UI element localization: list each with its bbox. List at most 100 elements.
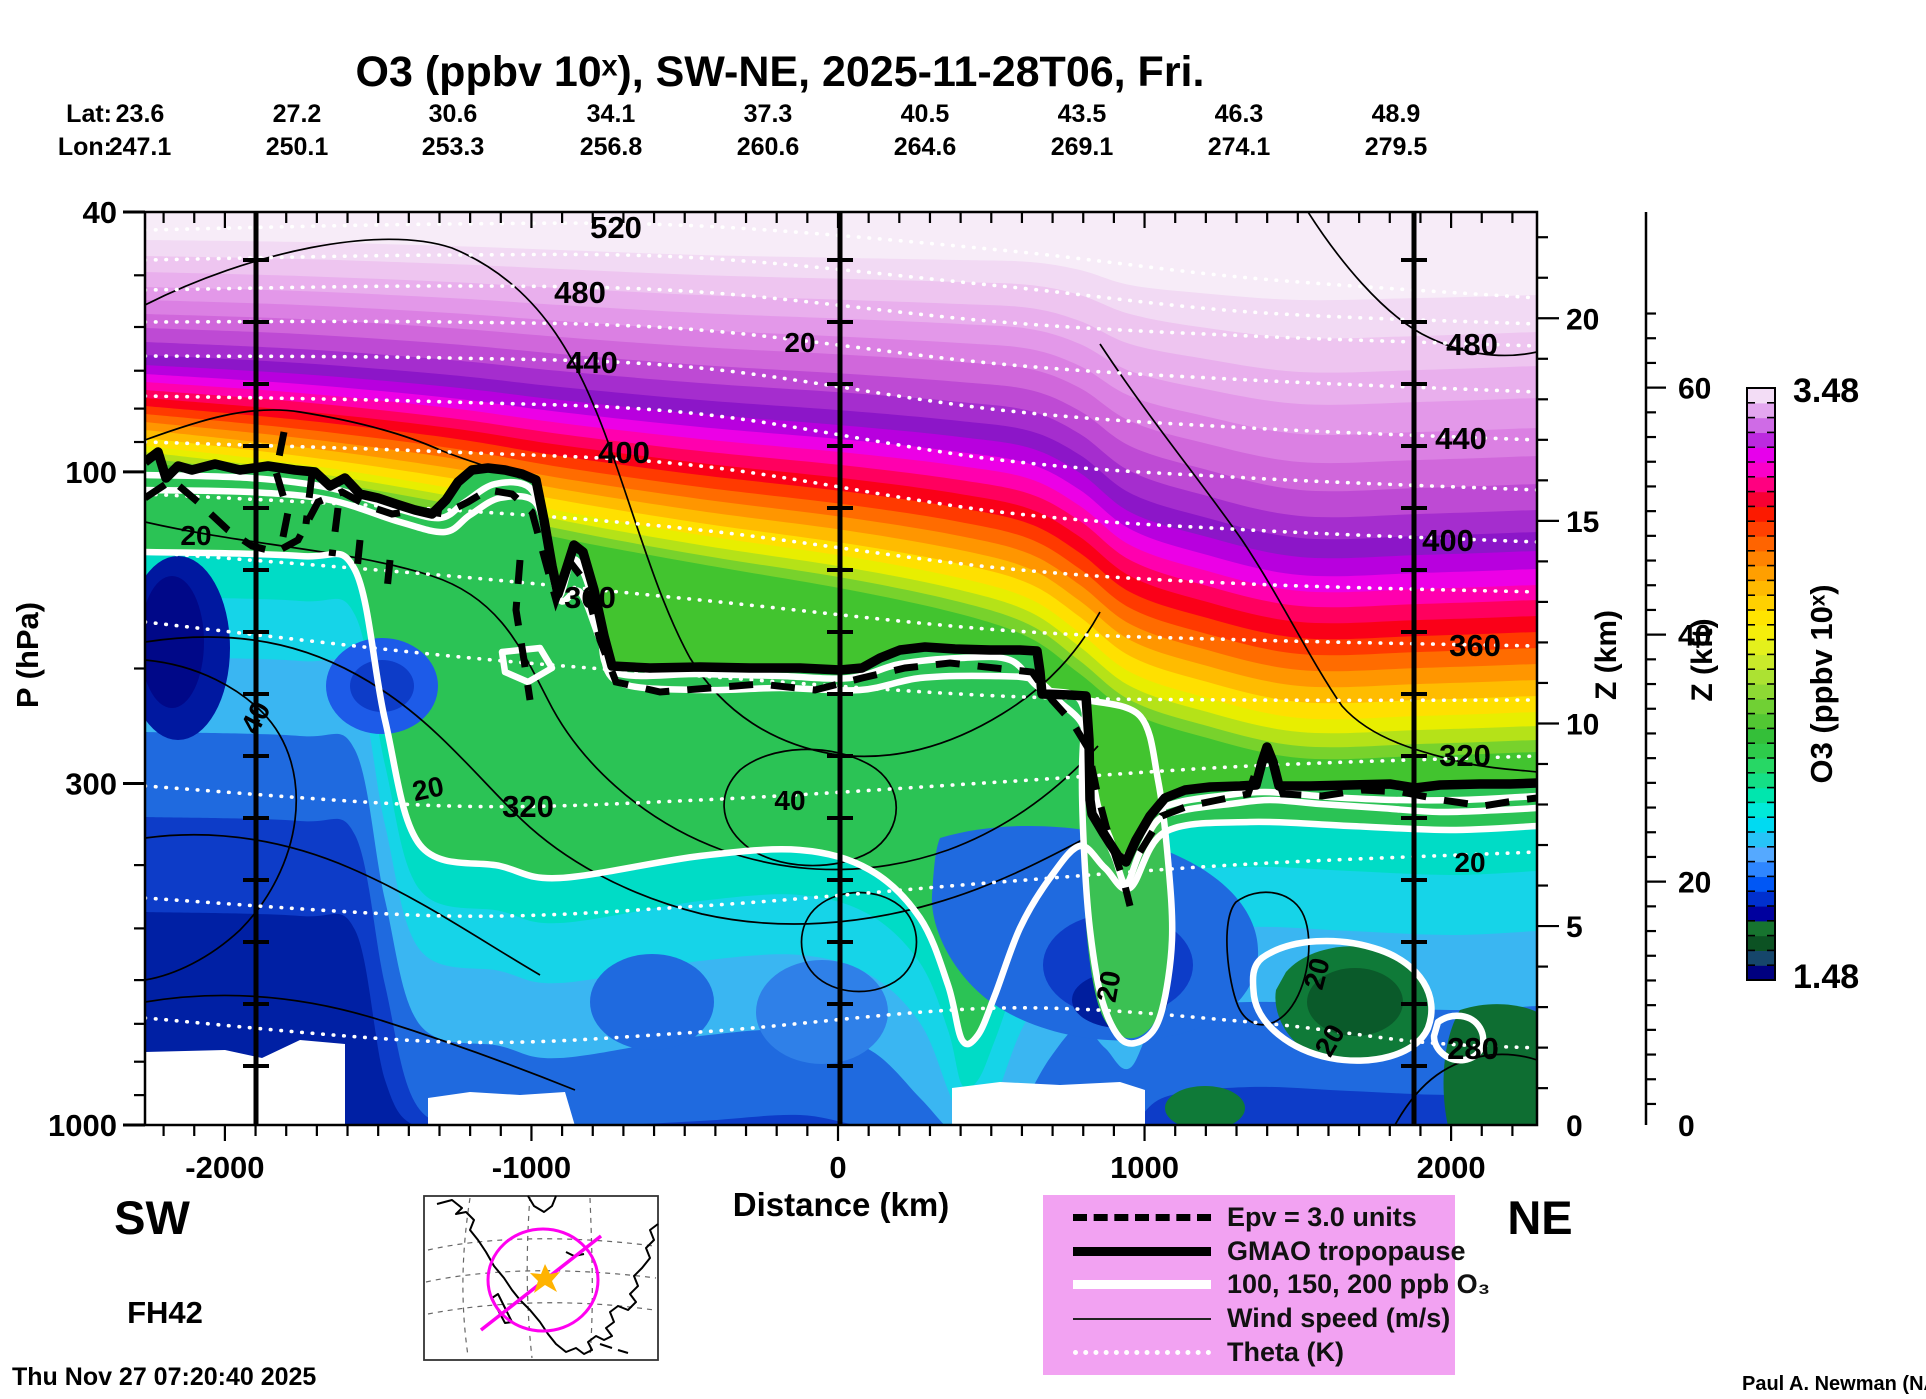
lat-value: 40.5 xyxy=(901,100,950,128)
z-kft-axis: 60 40 20 0 xyxy=(1644,212,1711,1143)
colorbar-segment xyxy=(1747,506,1775,522)
theta-contour-2 xyxy=(145,284,1537,348)
zkm-tick-label: 0 xyxy=(1566,1110,1583,1143)
lat-value: 48.9 xyxy=(1372,100,1421,128)
zkft-tick-label: 20 xyxy=(1678,867,1711,900)
lon-value: 260.6 xyxy=(737,133,800,161)
legend-sample-solid-white-thick-icon xyxy=(1073,1280,1211,1290)
cross-section-circle xyxy=(486,1227,600,1333)
theta-contour-labels: 520 480 440 400 360 320 480 440 400 360 320 280 xyxy=(502,210,1501,1066)
colorbar xyxy=(1746,387,1776,981)
colorbar-segment xyxy=(1747,832,1775,848)
colorbar-segment xyxy=(1747,684,1775,700)
credit-label: Paul A. Newman (NASA xyxy=(1742,1373,1926,1394)
legend-label: GMAO tropopause xyxy=(1227,1235,1466,1266)
page-title: O3 (ppbv 10ˣ), SW-NE, 2025-11-28T06, Fri… xyxy=(356,48,1205,96)
colorbar-segment xyxy=(1747,476,1775,493)
colorbar-segment xyxy=(1747,698,1775,715)
zkm-tick-label: 15 xyxy=(1566,506,1599,539)
wind-speed-contours xyxy=(145,212,1537,1125)
lat-value: 46.3 xyxy=(1215,100,1264,128)
colorbar-segment xyxy=(1747,550,1775,567)
wind-contour-7 xyxy=(1226,891,1310,1026)
wind-label-20: 20 xyxy=(410,770,447,807)
lat-value: 23.6 xyxy=(116,100,165,128)
colorbar-segment xyxy=(1747,861,1775,877)
colorbar-segment xyxy=(1747,950,1775,966)
wind-contour-0 xyxy=(145,238,1101,758)
blue-blob xyxy=(756,960,888,1064)
wind-contour-6 xyxy=(800,891,918,993)
lon-value: 279.5 xyxy=(1365,133,1428,161)
o3-ppb-white-contours xyxy=(145,471,1537,1064)
below-surface-white-mask xyxy=(145,1040,1145,1125)
lon-value: 247.1 xyxy=(109,133,172,161)
legend-sample-dotted-white-icon xyxy=(1073,1350,1211,1356)
lon-value: 256.8 xyxy=(580,133,643,161)
wind-contour-3 xyxy=(145,636,1083,925)
colorbar-segment xyxy=(1747,491,1775,507)
o3-contour-0 xyxy=(145,548,1537,1048)
navy-core xyxy=(145,576,204,708)
epv-dashed-contour xyxy=(145,431,1537,907)
pressure-axis-title: P (hPa) xyxy=(10,602,45,708)
dark-green-core xyxy=(1307,968,1403,1036)
locator-map xyxy=(423,1195,659,1361)
colorbar-segment xyxy=(1747,758,1775,774)
distance-axis-ticks: -2000 -1000 0 1000 2000 xyxy=(162,212,1514,1185)
terrain-mask-0 xyxy=(145,1040,345,1125)
theta-label-320: 320 xyxy=(502,789,554,824)
colorbar-segment xyxy=(1747,876,1775,892)
lon-value: 269.1 xyxy=(1051,133,1114,161)
legend-row: Wind speed (m/s) xyxy=(1043,1303,1455,1334)
terrain-mask-1 xyxy=(428,1092,575,1125)
zkm-tick-label: 5 xyxy=(1566,911,1583,944)
legend-box: Epv = 3.0 units GMAO tropopause 100, 150, … xyxy=(1043,1195,1490,1375)
distance-tick-label: -1000 xyxy=(492,1150,571,1185)
lat-value: 30.6 xyxy=(429,100,478,128)
waypoint-reference-lines xyxy=(243,212,1427,1125)
colorbar-segment xyxy=(1747,447,1775,463)
lon-values-row: 247.1 250.1 253.3 256.8 260.6 264.6 269.1 274.1… xyxy=(109,133,1428,161)
blue-blob-core xyxy=(350,660,414,712)
theta-contours xyxy=(145,221,1537,1050)
lon-value: 253.3 xyxy=(422,133,485,161)
epv-contour-1 xyxy=(1137,753,1537,854)
distance-tick-label: 0 xyxy=(829,1150,846,1185)
theta-contour-10 xyxy=(145,754,1537,809)
wind-contour-9 xyxy=(145,994,576,1091)
theta-label-480: 480 xyxy=(554,275,606,310)
colorbar-segment xyxy=(1747,728,1775,744)
aircraft-star-icon xyxy=(530,1264,560,1293)
distance-tick-label: -2000 xyxy=(185,1150,264,1185)
colorbar-segment xyxy=(1747,417,1775,433)
lat-value: 27.2 xyxy=(273,100,322,128)
legend-row: Epv = 3.0 units xyxy=(1043,1202,1455,1233)
colorbar-segment xyxy=(1747,817,1775,833)
epv-contour-4 xyxy=(328,507,342,557)
lon-value: 264.6 xyxy=(894,133,957,161)
distance-tick-label: 1000 xyxy=(1110,1150,1179,1185)
wind-contour-8 xyxy=(145,833,541,976)
ne-endpoint-label: NE xyxy=(1507,1191,1572,1244)
pressure-tick-label: 1000 xyxy=(48,1108,117,1143)
o3-contour-1 xyxy=(145,486,1537,888)
epv-contour-0 xyxy=(145,475,1134,907)
lat-values-row: 23.6 27.2 30.6 34.1 37.3 40.5 43.5 46.3 48.9 xyxy=(116,100,1421,128)
colorbar-segment xyxy=(1747,772,1775,789)
theta-contour-4 xyxy=(145,354,1537,442)
lon-row-label: Lon: xyxy=(58,133,112,161)
o3-contour-4 xyxy=(1249,937,1435,1064)
colorbar-segment xyxy=(1747,920,1775,937)
o3-contour-3 xyxy=(1078,696,1176,1047)
wind-contour-4 xyxy=(1307,212,1537,357)
lat-row-label: Lat: xyxy=(66,100,112,128)
theta-contour-1 xyxy=(145,252,1537,326)
colorbar-segment xyxy=(1747,802,1775,818)
colorbar-segment xyxy=(1747,654,1775,670)
colorbar-segment xyxy=(1747,565,1775,581)
zkm-tick-label: 10 xyxy=(1566,708,1599,741)
wind-contour-5 xyxy=(1099,343,1537,773)
wind-contour-2 xyxy=(145,521,1099,871)
